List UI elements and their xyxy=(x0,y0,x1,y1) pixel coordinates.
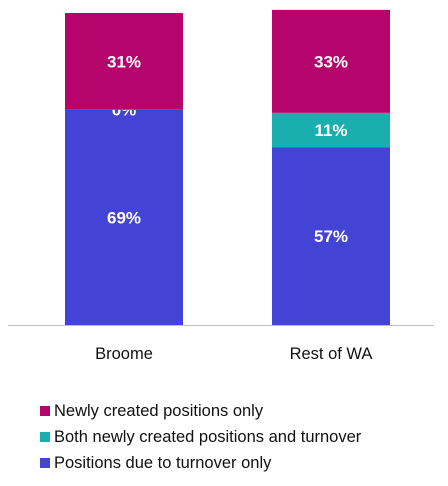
legend-swatch-newly-created xyxy=(40,406,50,416)
bar-broome-positions-due-to-turnover-only xyxy=(65,109,183,325)
legend-item-newly-created: Newly created positions only xyxy=(40,398,361,424)
legend: Newly created positions only Both newly … xyxy=(40,398,361,476)
legend-label-newly-created: Newly created positions only xyxy=(54,401,264,420)
x-tick-label-rest-of-wa: Rest of WA xyxy=(290,345,373,363)
bar-rest-of-wa-newly-created-positions-only xyxy=(272,9,390,113)
legend-swatch-both xyxy=(40,432,50,442)
legend-swatch-turnover xyxy=(40,458,50,468)
data-label-rest-of-wa-positions-due-to-turnover-only: 57% xyxy=(314,227,348,246)
legend-item-turnover: Positions due to turnover only xyxy=(40,450,361,476)
data-label-broome-newly-created-positions-only: 31% xyxy=(107,52,141,71)
legend-item-both: Both newly created positions and turnove… xyxy=(40,424,361,450)
bar-broome-newly-created-positions-only xyxy=(65,13,183,110)
data-label-rest-of-wa-newly-created-positions-only: 33% xyxy=(314,52,348,71)
bar-rest-of-wa-positions-due-to-turnover-only xyxy=(272,147,390,325)
legend-label-both: Both newly created positions and turnove… xyxy=(54,427,362,446)
x-tick-label-broome: Broome xyxy=(95,345,153,363)
bar-rest-of-wa-both-newly-created-positions-and-turnover xyxy=(272,112,390,148)
legend-label-turnover: Positions due to turnover only xyxy=(54,453,272,472)
data-label-broome-positions-due-to-turnover-only: 69% xyxy=(107,208,141,227)
data-label-rest-of-wa-both-newly-created-positions-and-turnover: 11% xyxy=(314,121,347,140)
